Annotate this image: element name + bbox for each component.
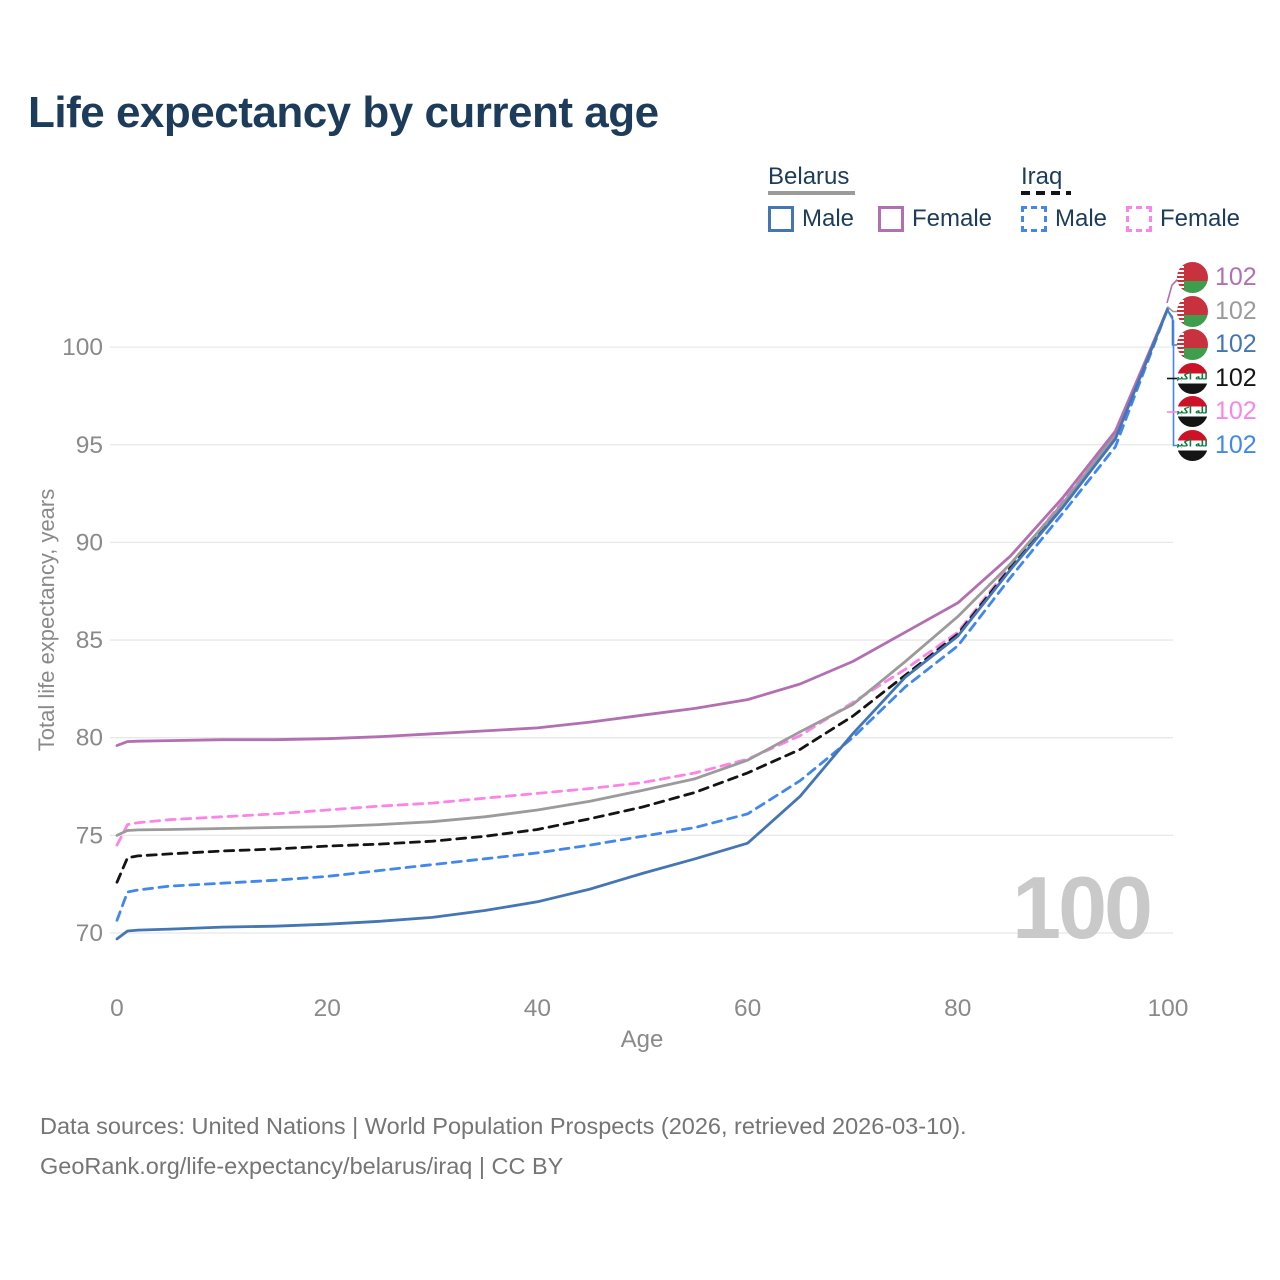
end-label-row: الله أكبر 102 bbox=[1177, 396, 1257, 428]
legend-item-iraq-female[interactable]: Female bbox=[1126, 205, 1240, 233]
legend-item-label: Female bbox=[912, 205, 993, 232]
iraq-flag-icon: الله أكبر bbox=[1177, 396, 1208, 428]
leader-line-belarus-female bbox=[1166, 278, 1179, 304]
iraq-male-swatch-icon bbox=[1021, 206, 1047, 232]
belarus-female-swatch-icon bbox=[878, 206, 904, 232]
y-tick-label: 90 bbox=[76, 529, 103, 556]
iraq-flag-icon: الله أكبر bbox=[1177, 429, 1208, 461]
x-tick-label: 0 bbox=[110, 995, 124, 1022]
legend-iraq-line-swatch bbox=[1021, 191, 1071, 195]
series-line-iraq-all bbox=[115, 306, 1170, 884]
legend-item-label: Male bbox=[1055, 205, 1108, 232]
iraq-flag-script: الله أكبر bbox=[1177, 439, 1208, 450]
legend-belarus-line-swatch bbox=[768, 191, 855, 195]
end-label-row: 102 bbox=[1177, 295, 1257, 327]
end-value-label: 102 bbox=[1215, 263, 1257, 291]
end-label-row: 102 bbox=[1177, 262, 1257, 293]
iraq-flag-script: الله أكبر bbox=[1177, 372, 1208, 383]
end-value-label: 102 bbox=[1215, 296, 1257, 325]
legend-item-iraq-male[interactable]: Male bbox=[1021, 205, 1107, 233]
page-title: Life expectancy by current age bbox=[28, 88, 659, 137]
series-line-belarus-male bbox=[115, 306, 1170, 941]
series-line-iraq-male bbox=[115, 306, 1170, 922]
legend-belarus-label: Belarus bbox=[768, 163, 850, 190]
y-tick-label: 95 bbox=[76, 432, 103, 459]
footer-attribution-line: GeoRank.org/life-expectancy/belarus/iraq… bbox=[40, 1153, 564, 1179]
legend-item-belarus-male[interactable]: Male bbox=[768, 205, 854, 233]
x-tick-label: 80 bbox=[944, 995, 971, 1022]
y-tick-label: 70 bbox=[76, 920, 103, 947]
iraq-flag-script: الله أكبر bbox=[1177, 406, 1208, 417]
data-sources-footer: Data sources: United Nations | World Pop… bbox=[40, 1106, 967, 1186]
x-tick-label: 60 bbox=[734, 995, 761, 1022]
y-tick-label: 100 bbox=[62, 334, 103, 361]
x-tick-label: 20 bbox=[314, 995, 341, 1022]
legend-group-belarus: Belarus bbox=[768, 163, 849, 191]
iraq-female-swatch-icon bbox=[1126, 206, 1152, 232]
y-tick-label: 75 bbox=[76, 822, 103, 849]
footer-sources-line: Data sources: United Nations | World Pop… bbox=[40, 1113, 967, 1139]
legend-item-label: Female bbox=[1160, 205, 1241, 232]
x-tick-label: 40 bbox=[524, 995, 551, 1022]
y-tick-label: 80 bbox=[76, 725, 103, 752]
belarus-flag-icon bbox=[1177, 295, 1208, 327]
end-value-label: 102 bbox=[1215, 397, 1257, 426]
end-value-label: 102 bbox=[1215, 363, 1257, 392]
series-line-belarus-female bbox=[115, 306, 1170, 747]
end-label-row: 102 bbox=[1177, 329, 1257, 361]
x-tick-label: 100 bbox=[1148, 995, 1189, 1022]
age-counter-watermark: 100 bbox=[1012, 858, 1153, 957]
belarus-flag-icon bbox=[1177, 262, 1208, 293]
leader-line-iraq-male bbox=[1167, 311, 1178, 447]
end-value-label: 102 bbox=[1215, 430, 1257, 459]
legend-iraq-label: Iraq bbox=[1021, 163, 1063, 190]
y-tick-label: 85 bbox=[76, 627, 103, 654]
line-chart-plot: 70 75 80 85 90 95 100 0 20 40 60 80 100 bbox=[62, 278, 1189, 1022]
end-label-row: الله أكبر 102 bbox=[1177, 429, 1257, 461]
belarus-male-swatch-icon bbox=[768, 206, 794, 232]
series-line-belarus-all bbox=[115, 306, 1170, 837]
end-label-row: الله أكبر 102 bbox=[1177, 362, 1257, 394]
iraq-flag-icon: الله أكبر bbox=[1177, 362, 1208, 394]
belarus-flag-icon bbox=[1177, 329, 1208, 361]
legend-item-label: Male bbox=[802, 205, 855, 232]
legend-item-belarus-female[interactable]: Female bbox=[878, 205, 992, 233]
leader-line-belarus-all bbox=[1166, 306, 1178, 313]
x-axis-title: Age bbox=[620, 1026, 664, 1053]
legend-group-iraq: Iraq bbox=[1021, 163, 1062, 191]
end-value-label: 102 bbox=[1215, 330, 1257, 359]
end-label-column: 102 102 102 الله أكبر 102 الله أكبر 102 … bbox=[1177, 262, 1257, 461]
